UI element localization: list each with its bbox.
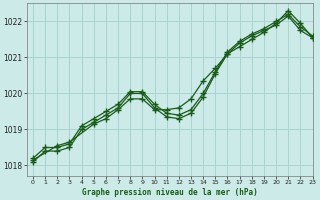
X-axis label: Graphe pression niveau de la mer (hPa): Graphe pression niveau de la mer (hPa): [82, 188, 258, 197]
